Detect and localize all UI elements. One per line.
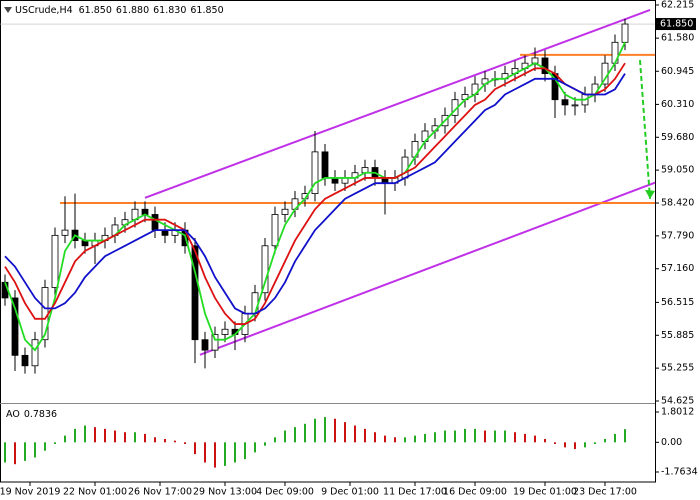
candle-body	[571, 104, 579, 107]
y-tick-label: 59.050	[661, 165, 694, 176]
ao-value: 0.7836	[24, 409, 57, 420]
ohlc-high: 61.880	[116, 5, 149, 16]
candle-body	[31, 339, 39, 367]
x-tick-label: 29 Nov 13:00	[193, 487, 257, 498]
x-tick-label: 26 Nov 17:00	[128, 487, 192, 498]
x-tick-label: 9 Dec 01:00	[321, 487, 379, 498]
y-tick-label: 54.625	[661, 396, 694, 407]
current-price-label: 61.850	[660, 19, 693, 30]
candle-body	[541, 57, 549, 75]
forecast-arrow	[639, 59, 651, 199]
ao-tick-label: 0.00	[661, 437, 682, 448]
x-tick-label: 16 Dec 09:00	[443, 487, 507, 498]
candle-body	[21, 354, 29, 367]
ohlc-close: 61.850	[190, 5, 223, 16]
candle-body	[151, 214, 159, 231]
y-tick-label: 59.680	[661, 132, 694, 143]
x-tick-label: 11 Dec 17:00	[383, 487, 447, 498]
y-tick-label: 58.420	[661, 198, 694, 209]
ao-header: AO 0.7836	[6, 409, 57, 420]
x-tick-label: 19 Dec 01:00	[513, 487, 577, 498]
x-tick-label: 23 Dec 17:00	[573, 487, 637, 498]
candle-body	[201, 339, 209, 351]
y-tick-label: 61.580	[661, 33, 694, 44]
x-tick-label: 4 Dec 09:00	[256, 487, 314, 498]
candle-body	[271, 214, 279, 247]
candle-body	[281, 208, 289, 215]
x-tick-label: 22 Nov 01:00	[63, 487, 127, 498]
y-tick-label: 62.215	[661, 0, 694, 11]
candle-body	[251, 292, 259, 315]
y-tick-label: 56.515	[661, 297, 694, 308]
moving-average	[4, 73, 626, 315]
y-tick-label: 55.885	[661, 330, 694, 341]
ao-tick-label: -1.7634	[661, 467, 698, 478]
x-tick-label: 19 Nov 2019	[0, 487, 60, 498]
candle-body	[311, 151, 319, 195]
y-tick-label: 60.310	[661, 99, 694, 110]
chart-frame	[0, 0, 656, 483]
candle-body	[221, 328, 229, 335]
candle-body	[191, 245, 199, 341]
ao-label: AO	[6, 409, 20, 420]
candle-body	[621, 23, 629, 43]
candle-body	[211, 334, 219, 351]
symbol-icon	[4, 7, 12, 13]
y-tick-label: 57.160	[661, 263, 694, 274]
candle-body	[321, 151, 329, 179]
y-tick-label: 60.945	[661, 66, 694, 77]
candle-body	[61, 229, 69, 236]
arrow-head	[645, 189, 655, 199]
header: USCrude,H4 61.850 61.880 61.830 61.850	[15, 5, 224, 16]
ohlc-open: 61.850	[79, 5, 112, 16]
ohlc-low: 61.830	[153, 5, 186, 16]
candle-body	[51, 234, 59, 288]
y-tick-label: 55.255	[661, 363, 694, 374]
trend-line	[144, 9, 651, 199]
ao-tick-label: 1.8012	[661, 407, 694, 418]
current-price-box	[656, 18, 696, 31]
moving-average	[4, 62, 626, 325]
trend-line	[199, 181, 656, 356]
y-tick-label: 57.790	[661, 230, 694, 241]
candle-body	[11, 297, 19, 356]
symbol: USCrude,H4	[15, 5, 73, 16]
candle-body	[261, 245, 269, 294]
candle-body	[561, 99, 569, 106]
